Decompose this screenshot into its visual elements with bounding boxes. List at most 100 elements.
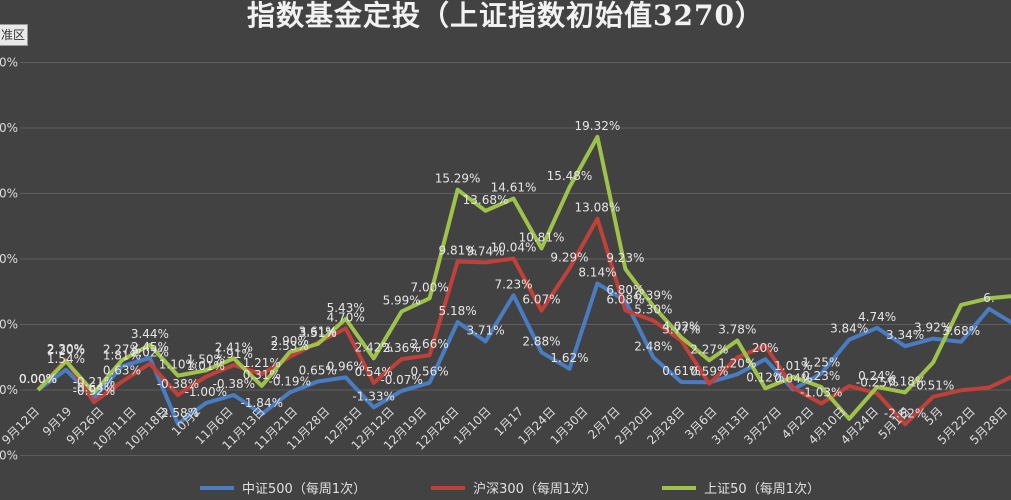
data-label: 7.23% <box>494 277 532 291</box>
data-label: 7.00% <box>411 280 449 294</box>
x-tick-label: 9月12日 <box>0 404 42 447</box>
legend-label-csi500: 中证500（每周1次） <box>242 482 367 497</box>
legend: 中证500（每周1次） 沪深300（每周1次） 上证50（每周1次） <box>200 478 820 497</box>
data-label: 2.66% <box>411 337 449 351</box>
data-label: 1.81% <box>103 348 141 362</box>
data-label: 6.80% <box>606 283 644 297</box>
data-label: 1.01% <box>774 359 812 373</box>
data-label: 5.99% <box>383 294 421 308</box>
data-label: 0.04% <box>774 371 812 385</box>
corner-tag[interactable]: 准区 <box>0 24 28 46</box>
data-label: 1.10% <box>159 358 197 372</box>
legend-item-sse50[interactable]: 上证50（每周1次） <box>662 478 820 497</box>
data-label: 0.00% <box>19 372 57 386</box>
data-label: 1.25% <box>802 356 840 370</box>
data-label: -1.00% <box>185 385 227 399</box>
data-label: 0.63% <box>103 364 141 378</box>
data-label: 20% <box>752 341 779 355</box>
data-label: 3.51% <box>299 326 337 340</box>
data-label: 5.30% <box>634 303 672 317</box>
legend-item-hs300[interactable]: 沪深300（每周1次） <box>431 478 597 497</box>
y-tick-label: 0% <box>0 56 18 70</box>
data-label: -1.03% <box>800 385 842 399</box>
data-label: -1.33% <box>352 389 394 403</box>
data-label: 2.20% <box>47 343 85 357</box>
data-label: 15.29% <box>435 172 481 186</box>
legend-swatch-csi500 <box>200 485 234 490</box>
data-label: 0.00% <box>19 372 57 386</box>
data-label: 10.04% <box>491 240 537 254</box>
data-label: 5.18% <box>439 304 477 318</box>
data-label: 6. <box>983 291 994 305</box>
data-label: 3.68% <box>942 324 980 338</box>
y-tick-label: 0% <box>0 121 18 135</box>
data-label: 1.50% <box>187 352 225 366</box>
data-label: 19.32% <box>575 119 621 133</box>
data-label: 2.36% <box>383 341 421 355</box>
data-label: 8.14% <box>578 265 616 279</box>
data-label: 6.07% <box>522 292 560 306</box>
data-label: 2.02% <box>131 346 169 360</box>
y-tick-label: 0.00% <box>0 383 18 397</box>
data-label: 9.23% <box>606 251 644 265</box>
legend-label-hs300: 沪深300（每周1次） <box>473 482 598 497</box>
data-label: 3.84% <box>830 322 868 336</box>
data-label: 1.62% <box>550 351 588 365</box>
data-label: -0.38% <box>157 377 199 391</box>
data-label: 2.42% <box>355 340 393 354</box>
data-label: -0.38% <box>213 377 255 391</box>
data-label: 0.23% <box>802 369 840 383</box>
data-label: 3.92% <box>914 321 952 335</box>
data-label: 3.34% <box>886 328 924 342</box>
data-label: 2.30% <box>47 342 85 356</box>
data-label: 3.71% <box>466 323 504 337</box>
data-label: 15.48% <box>547 169 593 183</box>
y-tick-label: 0% <box>0 449 18 463</box>
data-label: 0.65% <box>299 363 337 377</box>
series-line-2 <box>36 134 1011 421</box>
data-label: -0.18% <box>884 374 926 388</box>
series-line-1 <box>36 216 1011 427</box>
data-label: 0.56% <box>411 365 449 379</box>
data-label: 9.29% <box>550 250 588 264</box>
data-label: 0.24% <box>858 369 896 383</box>
data-label: 1.54% <box>47 352 85 366</box>
data-label: -2.62% <box>884 406 926 420</box>
legend-swatch-sse50 <box>662 485 697 490</box>
data-label: 14.61% <box>491 181 537 195</box>
data-label: -0.07% <box>380 373 422 387</box>
data-label: 2.88% <box>522 334 560 348</box>
data-label: 2.53% <box>271 339 309 353</box>
data-label: -2.58% <box>157 406 199 420</box>
data-label: 0.61% <box>662 364 700 378</box>
data-label: 3.77% <box>662 323 700 337</box>
data-label: 1.91% <box>215 347 253 361</box>
data-label: 1.21% <box>243 356 281 370</box>
data-label: 6.39% <box>634 288 672 302</box>
data-label: 3.44% <box>131 327 169 341</box>
data-label: 6.08% <box>606 292 644 306</box>
data-label: 1.20% <box>718 356 756 370</box>
data-label: -0.64% <box>73 380 115 394</box>
data-label: 5.43% <box>327 301 365 315</box>
data-label: -0.25% <box>856 375 898 389</box>
data-label: 0.31% <box>243 368 281 382</box>
legend-label-sse50: 上证50（每周1次） <box>704 482 820 497</box>
data-label: 9.74% <box>466 244 504 258</box>
data-label: 13.68% <box>463 193 509 207</box>
legend-item-csi500[interactable]: 中证500（每周1次） <box>200 478 366 497</box>
data-label: 4.74% <box>858 310 896 324</box>
data-label: 4.70% <box>327 310 365 324</box>
data-label: 0.54% <box>355 365 393 379</box>
data-label: 2.27% <box>690 342 728 356</box>
data-label: 2.90% <box>271 334 309 348</box>
y-tick-label: 0% <box>0 187 18 201</box>
data-label: 0.00% <box>19 372 57 386</box>
data-label: -0.92% <box>73 384 115 398</box>
data-label: 4.02% <box>662 319 700 333</box>
data-label: 1.01% <box>187 359 225 373</box>
data-label: 3.61% <box>299 325 337 339</box>
data-label: 10.81% <box>519 230 565 244</box>
data-label: 2.27% <box>103 342 141 356</box>
